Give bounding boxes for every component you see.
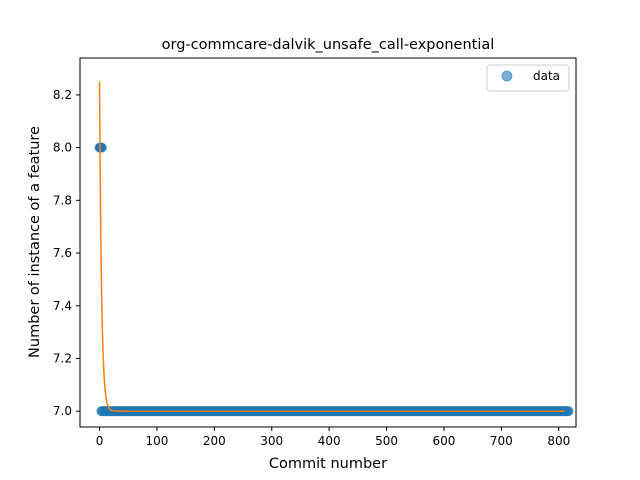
y-tick-label: 7.8 bbox=[53, 193, 72, 207]
y-axis-label: Number of instance of a feature bbox=[27, 126, 43, 358]
y-tick-label: 8.2 bbox=[53, 88, 72, 102]
data-layer bbox=[94, 81, 574, 417]
y-tick-label: 7.4 bbox=[53, 299, 72, 313]
data-point bbox=[96, 142, 107, 153]
axes-frame bbox=[79, 57, 577, 428]
x-axis-ticks: 0 100 200 300 400 500 600 700 800 bbox=[96, 427, 570, 448]
x-tick-label: 800 bbox=[547, 434, 570, 448]
y-tick-label: 7.6 bbox=[53, 246, 72, 260]
chart-title: org-commcare-dalvik_unsafe_call-exponent… bbox=[162, 37, 495, 53]
y-tick-label: 7.0 bbox=[53, 404, 72, 418]
data-point bbox=[563, 406, 574, 417]
x-tick-label: 100 bbox=[145, 434, 168, 448]
x-tick-label: 400 bbox=[318, 434, 341, 448]
fit-line bbox=[98, 81, 565, 412]
x-axis-label: Commit number bbox=[269, 456, 387, 472]
x-tick-label: 200 bbox=[203, 434, 226, 448]
x-tick-label: 700 bbox=[490, 434, 513, 448]
x-tick-label: 600 bbox=[433, 434, 456, 448]
plot-area bbox=[79, 57, 577, 428]
x-tick-label: 500 bbox=[375, 434, 398, 448]
legend-label-data: data bbox=[533, 69, 560, 83]
y-tick-label: 8.0 bbox=[53, 141, 72, 155]
legend-marker bbox=[501, 70, 513, 82]
x-tick-label: 0 bbox=[96, 434, 104, 448]
legend: data bbox=[486, 64, 570, 92]
x-tick-label: 300 bbox=[260, 434, 283, 448]
y-tick-label: 7.2 bbox=[53, 351, 72, 365]
y-axis-ticks: 7.0 7.2 7.4 7.6 7.8 8.0 8.2 bbox=[53, 88, 80, 418]
